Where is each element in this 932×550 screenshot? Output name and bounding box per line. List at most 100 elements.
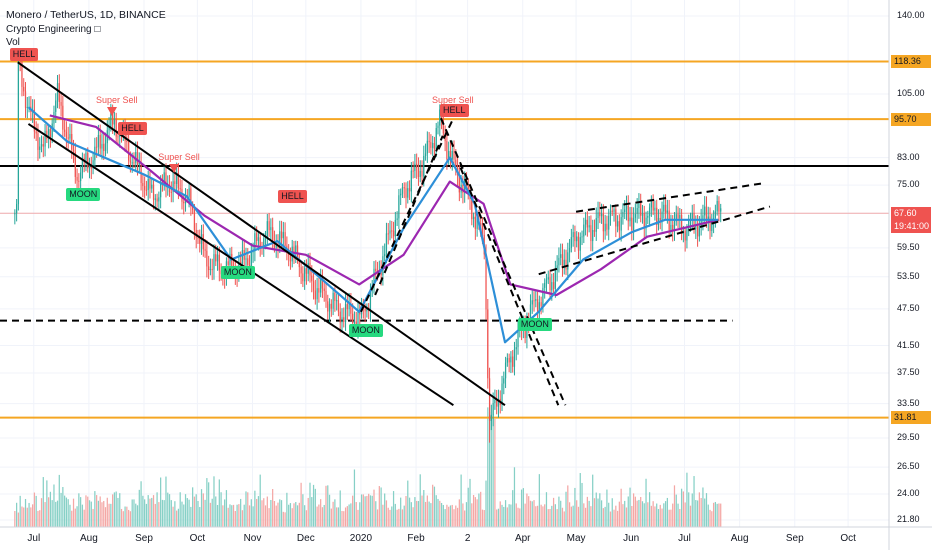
candle-body	[538, 302, 540, 313]
volume-bar	[375, 501, 377, 527]
volume-bar	[252, 506, 254, 527]
indicator-name[interactable]: Crypto Engineering □	[6, 24, 100, 36]
candle-body	[346, 304, 348, 310]
candle-body	[218, 254, 220, 271]
volume-bar	[453, 509, 455, 527]
candle-body	[74, 152, 76, 177]
candle-body	[604, 223, 606, 232]
price-tick-label: 29.50	[897, 432, 920, 443]
candle-body	[44, 130, 46, 147]
super-sell-arrow-icon	[169, 163, 180, 173]
volume-bar	[192, 487, 194, 527]
volume-bar	[30, 507, 32, 527]
candle-body	[547, 277, 549, 280]
price-tick-label: 59.50	[897, 241, 920, 252]
candle-body	[357, 310, 359, 329]
volume-bar	[424, 501, 427, 527]
candle-body	[691, 212, 693, 220]
candle-body	[87, 152, 89, 169]
volume-bar	[149, 498, 151, 527]
candle-body	[504, 362, 507, 379]
candle-body	[60, 102, 62, 106]
candle-body	[14, 213, 16, 215]
volume-bar	[328, 494, 331, 527]
volume-bar	[426, 495, 428, 527]
candle-body	[540, 302, 542, 307]
candle-body	[629, 217, 631, 222]
volume-bar	[110, 503, 112, 527]
volume-bar	[330, 508, 332, 527]
volume-bar	[72, 498, 75, 527]
candle-body	[423, 155, 425, 177]
volume-bar	[567, 485, 569, 527]
candle-body	[136, 152, 139, 165]
volume-bar	[472, 494, 475, 527]
volume-bar	[638, 499, 640, 527]
candle-body	[455, 159, 457, 169]
price-tick-label: 26.50	[897, 461, 920, 472]
candle-body	[535, 299, 537, 301]
volume-bar	[263, 498, 265, 527]
candle-body	[583, 224, 585, 237]
candle-body	[403, 187, 405, 189]
candle-body	[344, 304, 347, 323]
candle-body	[332, 292, 334, 309]
volume-bar	[83, 509, 85, 527]
volume-bar	[174, 501, 176, 527]
volume-bar	[195, 494, 197, 527]
volume-bar	[558, 496, 560, 527]
hell-signal-tag: HELL	[9, 48, 39, 62]
candle-body	[298, 259, 300, 268]
volume-bar	[419, 474, 421, 527]
volume-bar	[657, 509, 660, 527]
super-sell-label: Super Sell	[432, 95, 474, 106]
volume-bar	[78, 493, 80, 527]
volume-bar	[519, 508, 521, 527]
volume-bar	[302, 494, 304, 527]
candle-body	[568, 248, 571, 253]
volume-bar	[28, 502, 30, 527]
candle-body	[373, 268, 375, 287]
candle-body	[446, 141, 448, 160]
volume-bar	[416, 500, 418, 527]
time-tick-label: Oct	[840, 533, 856, 544]
candle-body	[387, 233, 389, 235]
volume-bar	[359, 502, 361, 527]
candle-body	[80, 172, 82, 182]
candle-body	[501, 383, 503, 406]
volume-bar	[366, 495, 368, 527]
candle-body	[645, 217, 647, 229]
candle-body	[718, 200, 720, 212]
volume-bar	[496, 509, 498, 527]
candle-body	[485, 254, 487, 310]
candle-body	[97, 134, 100, 147]
hell-signal-tag: HELL	[440, 104, 469, 118]
volume-bar	[680, 488, 683, 527]
volume-bar	[602, 508, 604, 527]
candle-body	[384, 254, 386, 257]
volume-bar	[362, 494, 364, 527]
volume-bar	[593, 498, 596, 527]
candle-body	[677, 214, 679, 219]
volume-bar	[478, 493, 480, 527]
candle-body	[151, 184, 153, 189]
volume-bar	[645, 478, 647, 527]
volume-bar	[305, 510, 308, 527]
volume-bar	[385, 500, 388, 527]
candle-body	[476, 217, 478, 229]
volume-bar	[648, 492, 651, 527]
candle-body	[433, 142, 436, 149]
volume-bar	[577, 506, 580, 527]
volume-bar	[503, 506, 505, 527]
volume-bar	[376, 509, 379, 527]
candle-body	[337, 300, 340, 312]
candle-body	[471, 199, 473, 220]
wedge-upper-line	[575, 182, 763, 213]
volume-bar	[325, 485, 327, 527]
volume-bar	[90, 501, 92, 527]
candle-body	[149, 179, 151, 189]
volume-bar	[483, 510, 485, 527]
candle-body	[636, 207, 638, 214]
